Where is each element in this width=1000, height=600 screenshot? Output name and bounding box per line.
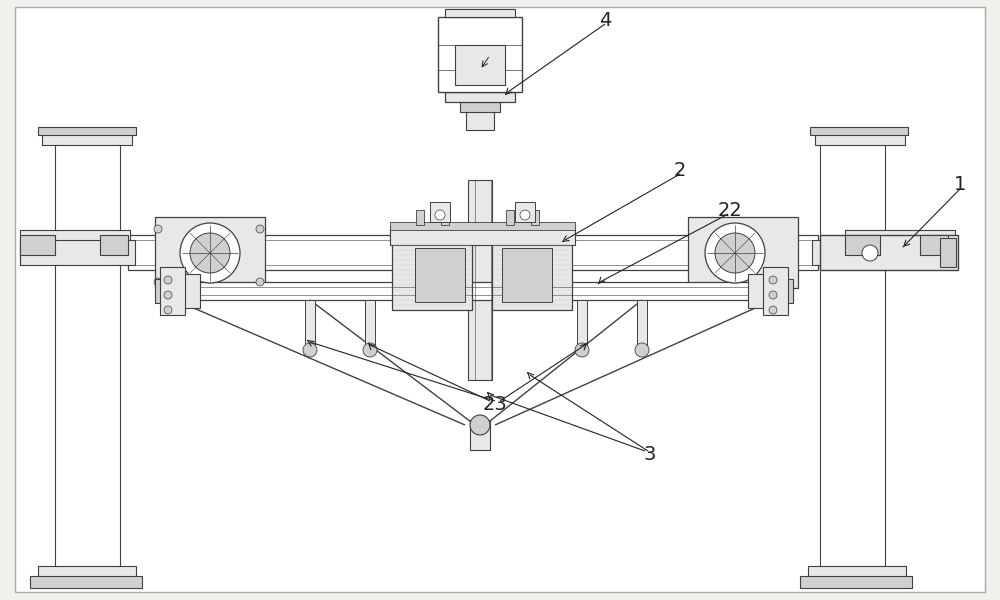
Bar — [820, 140, 885, 570]
Circle shape — [256, 225, 264, 233]
Bar — [430, 202, 450, 222]
Circle shape — [769, 306, 777, 314]
Bar — [38, 127, 136, 135]
Bar — [155, 217, 265, 288]
Bar — [815, 133, 905, 145]
Bar — [195, 282, 750, 300]
Bar — [305, 300, 315, 350]
Bar — [160, 267, 185, 315]
Bar — [455, 45, 505, 85]
Bar — [810, 127, 908, 135]
Bar — [800, 576, 912, 588]
Bar — [773, 279, 793, 303]
Bar — [812, 240, 942, 265]
Bar — [30, 576, 142, 588]
Circle shape — [705, 223, 765, 283]
Bar — [502, 248, 552, 302]
Circle shape — [470, 415, 490, 435]
Circle shape — [164, 306, 172, 314]
Circle shape — [769, 291, 777, 299]
Bar — [577, 300, 587, 350]
Bar — [845, 235, 880, 255]
Bar — [920, 235, 948, 255]
Bar — [392, 240, 472, 310]
Bar — [445, 9, 515, 17]
Text: 3: 3 — [644, 445, 656, 464]
Bar — [460, 102, 500, 112]
Circle shape — [363, 343, 377, 357]
Circle shape — [154, 278, 162, 286]
Circle shape — [164, 276, 172, 284]
Bar — [808, 566, 906, 578]
Bar — [416, 210, 424, 225]
Circle shape — [256, 278, 264, 286]
Bar — [688, 217, 798, 288]
Text: 2: 2 — [674, 160, 686, 179]
Circle shape — [715, 233, 755, 273]
Bar — [20, 240, 135, 265]
Circle shape — [435, 210, 445, 220]
Bar — [470, 420, 490, 450]
Text: 22: 22 — [718, 200, 742, 220]
Circle shape — [575, 343, 589, 357]
Bar — [415, 248, 465, 302]
Bar — [438, 17, 522, 92]
Bar — [42, 133, 132, 145]
Bar — [155, 279, 175, 303]
Bar — [390, 227, 575, 245]
Circle shape — [520, 210, 530, 220]
Bar — [38, 566, 136, 578]
Circle shape — [862, 245, 878, 261]
Circle shape — [190, 233, 230, 273]
Bar — [55, 140, 120, 570]
Circle shape — [303, 343, 317, 357]
Bar — [531, 210, 539, 225]
Bar — [506, 210, 514, 225]
Bar — [100, 235, 128, 255]
Bar — [445, 92, 515, 102]
Bar — [492, 240, 572, 310]
Bar — [365, 300, 375, 350]
Circle shape — [180, 223, 240, 283]
Bar — [172, 274, 200, 308]
Bar — [763, 267, 788, 315]
Bar — [441, 210, 449, 225]
Bar — [466, 110, 494, 130]
Text: 4: 4 — [599, 10, 611, 29]
Bar — [637, 300, 647, 350]
Text: 23: 23 — [483, 395, 507, 415]
Bar — [468, 180, 492, 380]
Bar — [820, 235, 958, 270]
Circle shape — [769, 276, 777, 284]
Bar — [515, 202, 535, 222]
Bar — [390, 222, 575, 230]
Bar — [940, 238, 956, 267]
Bar — [748, 274, 776, 308]
Circle shape — [635, 343, 649, 357]
Bar — [128, 235, 818, 270]
Circle shape — [154, 225, 162, 233]
Bar — [20, 230, 130, 260]
Bar — [20, 235, 55, 255]
Bar — [845, 230, 955, 260]
Circle shape — [164, 291, 172, 299]
Text: 1: 1 — [954, 175, 966, 194]
